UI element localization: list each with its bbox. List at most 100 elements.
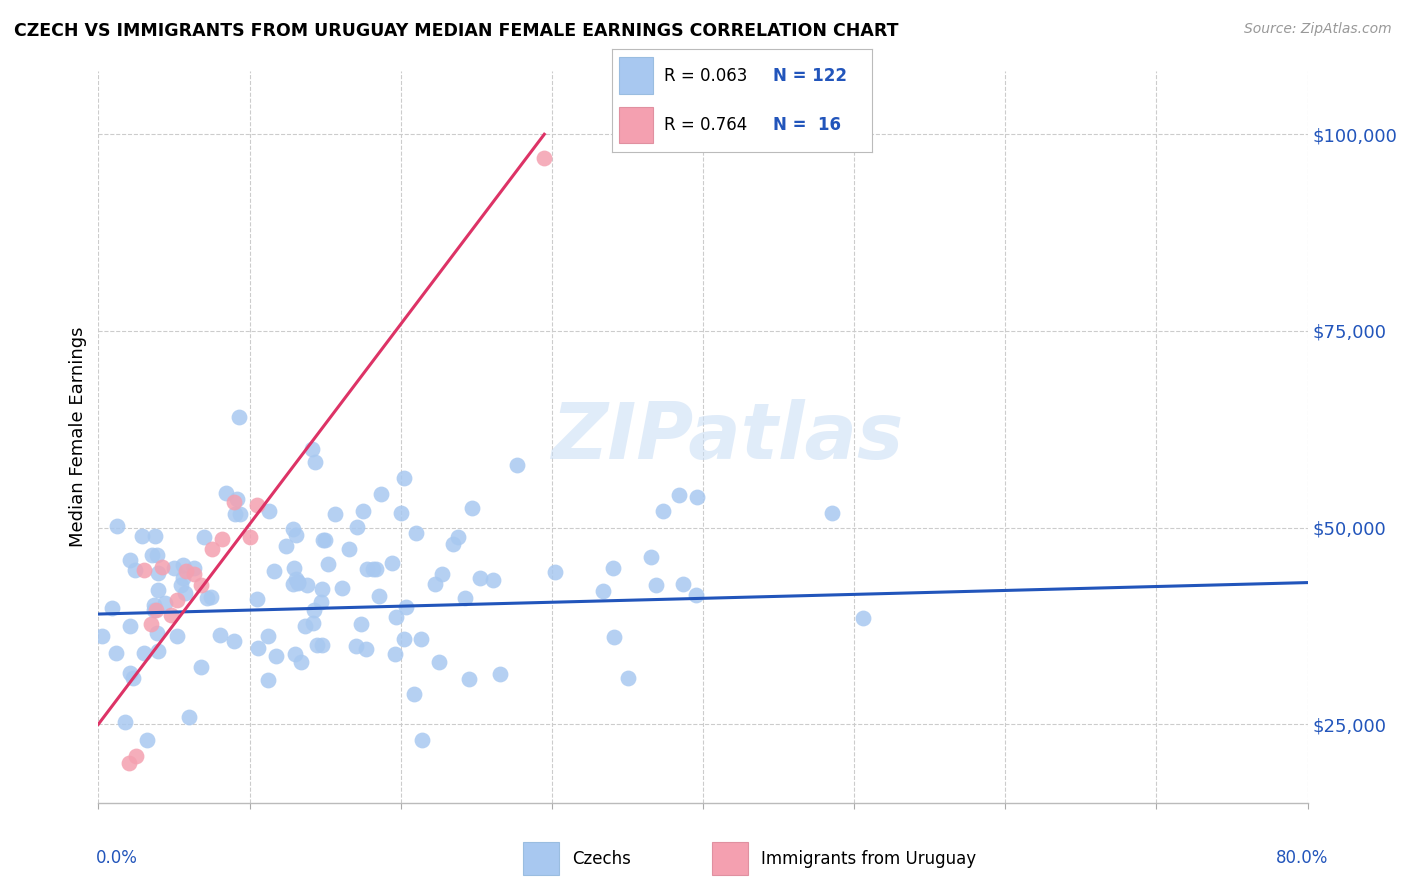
- Point: [285, 528, 308, 542]
- Point: [405, 525, 427, 540]
- Point: [256, 629, 278, 643]
- Point: [211, 533, 233, 547]
- Point: [454, 591, 477, 605]
- Point: [533, 151, 555, 165]
- Point: [166, 629, 188, 643]
- Point: [301, 442, 323, 456]
- Point: [381, 556, 404, 570]
- Point: [384, 647, 406, 661]
- Point: [246, 592, 269, 607]
- Point: [90, 629, 112, 643]
- Point: [544, 565, 567, 579]
- Point: [640, 549, 662, 564]
- Point: [617, 672, 640, 686]
- Point: [281, 577, 304, 591]
- Point: [294, 619, 316, 633]
- Point: [146, 644, 169, 658]
- Point: [352, 504, 374, 518]
- Point: [208, 627, 231, 641]
- Text: N = 122: N = 122: [773, 67, 846, 85]
- Point: [671, 576, 693, 591]
- Point: [228, 507, 250, 521]
- Point: [190, 578, 212, 592]
- Point: [118, 756, 141, 771]
- Point: [284, 573, 307, 587]
- Point: [468, 571, 491, 585]
- Point: [644, 578, 666, 592]
- Point: [394, 470, 416, 484]
- Point: [190, 660, 212, 674]
- Point: [447, 530, 470, 544]
- Point: [131, 529, 153, 543]
- Point: [173, 586, 195, 600]
- Point: [195, 591, 218, 605]
- Point: [821, 506, 844, 520]
- Point: [239, 530, 262, 544]
- Point: [603, 630, 626, 644]
- Point: [120, 553, 142, 567]
- Point: [155, 596, 177, 610]
- Point: [488, 667, 510, 681]
- Point: [114, 715, 136, 730]
- Point: [193, 530, 215, 544]
- Point: [224, 494, 246, 508]
- Point: [287, 575, 309, 590]
- Point: [274, 539, 297, 553]
- Point: [304, 455, 326, 469]
- Point: [183, 560, 205, 574]
- Point: [228, 410, 250, 425]
- Point: [172, 558, 194, 572]
- Point: [224, 507, 246, 521]
- Point: [284, 647, 307, 661]
- Point: [354, 641, 377, 656]
- Point: [311, 582, 333, 596]
- Point: [166, 593, 188, 607]
- Point: [344, 640, 367, 654]
- Point: [592, 583, 614, 598]
- Point: [668, 488, 690, 502]
- Point: [287, 575, 309, 590]
- Point: [356, 562, 378, 576]
- Point: [349, 617, 371, 632]
- Point: [174, 564, 197, 578]
- Point: [602, 561, 624, 575]
- Point: [370, 487, 392, 501]
- Point: [148, 566, 170, 580]
- Point: [685, 588, 707, 602]
- Text: Source: ZipAtlas.com: Source: ZipAtlas.com: [1244, 22, 1392, 37]
- Point: [215, 485, 238, 500]
- Point: [141, 616, 163, 631]
- Point: [304, 603, 326, 617]
- Point: [363, 562, 385, 576]
- Point: [312, 533, 335, 548]
- Point: [283, 522, 305, 536]
- Point: [142, 598, 165, 612]
- Point: [385, 609, 408, 624]
- Y-axis label: Median Female Earnings: Median Female Earnings: [69, 326, 87, 548]
- Point: [163, 561, 186, 575]
- Point: [389, 506, 412, 520]
- Point: [323, 507, 346, 521]
- Point: [423, 576, 446, 591]
- Point: [118, 618, 141, 632]
- Point: [346, 520, 368, 534]
- Point: [170, 578, 193, 592]
- Point: [395, 600, 418, 615]
- Point: [852, 610, 875, 624]
- FancyBboxPatch shape: [620, 106, 654, 144]
- Point: [257, 673, 280, 687]
- Text: CZECH VS IMMIGRANTS FROM URUGUAY MEDIAN FEMALE EARNINGS CORRELATION CHART: CZECH VS IMMIGRANTS FROM URUGUAY MEDIAN …: [14, 22, 898, 40]
- Point: [146, 583, 169, 598]
- Point: [124, 563, 146, 577]
- Point: [222, 634, 245, 648]
- Point: [441, 537, 464, 551]
- Point: [105, 519, 128, 533]
- Text: N =  16: N = 16: [773, 116, 841, 134]
- Point: [104, 647, 127, 661]
- Point: [283, 561, 305, 575]
- Text: ZIPatlas: ZIPatlas: [551, 399, 903, 475]
- Point: [132, 563, 155, 577]
- Point: [364, 562, 387, 576]
- Point: [290, 655, 312, 669]
- Point: [100, 600, 122, 615]
